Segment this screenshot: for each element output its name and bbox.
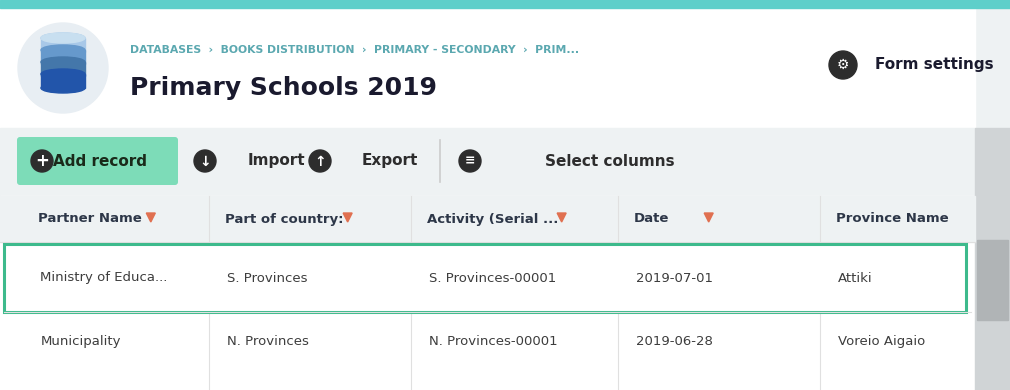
Text: ↓: ↓	[199, 155, 211, 169]
Bar	[0, 196, 975, 242]
Ellipse shape	[41, 83, 85, 93]
Text: ↑: ↑	[314, 155, 326, 169]
Text: S. Provinces-00001: S. Provinces-00001	[429, 271, 557, 284]
Text: ⚙: ⚙	[836, 58, 849, 72]
Text: Attiki: Attiki	[838, 271, 873, 284]
Circle shape	[459, 150, 481, 172]
Bar	[41, 62, 85, 76]
Text: Province Name: Province Name	[836, 213, 948, 225]
Text: 2019-06-28: 2019-06-28	[636, 335, 713, 348]
Text: Primary Schools 2019: Primary Schools 2019	[130, 76, 437, 100]
Text: Export: Export	[362, 154, 418, 168]
Text: Ministry of Educa...: Ministry of Educa...	[40, 271, 168, 284]
Bar	[0, 128, 975, 196]
Polygon shape	[146, 213, 156, 222]
Bar	[977, 240, 1008, 320]
Text: Municipality: Municipality	[40, 335, 121, 348]
Bar	[975, 128, 1010, 390]
Bar	[0, 196, 975, 390]
Circle shape	[829, 51, 857, 79]
Circle shape	[309, 150, 331, 172]
Text: Import: Import	[248, 154, 306, 168]
Ellipse shape	[41, 33, 85, 43]
FancyBboxPatch shape	[4, 244, 966, 312]
Ellipse shape	[41, 57, 85, 67]
Text: Voreio Aigaio: Voreio Aigaio	[838, 335, 925, 348]
Ellipse shape	[41, 45, 85, 55]
Polygon shape	[704, 213, 713, 222]
Text: Partner Name: Partner Name	[38, 213, 142, 225]
Text: Select columns: Select columns	[545, 154, 675, 168]
Text: N. Provinces: N. Provinces	[227, 335, 309, 348]
Ellipse shape	[41, 33, 85, 43]
Text: Part of country:: Part of country:	[225, 213, 343, 225]
Bar	[41, 38, 85, 52]
Text: +: +	[35, 152, 48, 170]
Bar	[41, 74, 85, 88]
Polygon shape	[343, 213, 352, 222]
Ellipse shape	[41, 69, 85, 79]
Text: S. Provinces: S. Provinces	[227, 271, 308, 284]
Text: Form settings: Form settings	[875, 57, 994, 73]
Circle shape	[194, 150, 216, 172]
Text: 2019-07-01: 2019-07-01	[636, 271, 713, 284]
Text: Add record: Add record	[53, 154, 147, 168]
Text: ≡: ≡	[465, 154, 476, 167]
Text: N. Provinces-00001: N. Provinces-00001	[429, 335, 558, 348]
Polygon shape	[558, 213, 567, 222]
Bar	[0, 0, 1010, 8]
Text: Activity (Serial ...: Activity (Serial ...	[427, 213, 559, 225]
FancyBboxPatch shape	[17, 137, 178, 185]
Bar	[0, 8, 975, 128]
Text: Date: Date	[634, 213, 670, 225]
Circle shape	[31, 150, 53, 172]
Bar	[41, 50, 85, 64]
Text: DATABASES  ›  BOOKS DISTRIBUTION  ›  PRIMARY - SECONDARY  ›  PRIM...: DATABASES › BOOKS DISTRIBUTION › PRIMARY…	[130, 45, 579, 55]
Ellipse shape	[18, 23, 108, 113]
